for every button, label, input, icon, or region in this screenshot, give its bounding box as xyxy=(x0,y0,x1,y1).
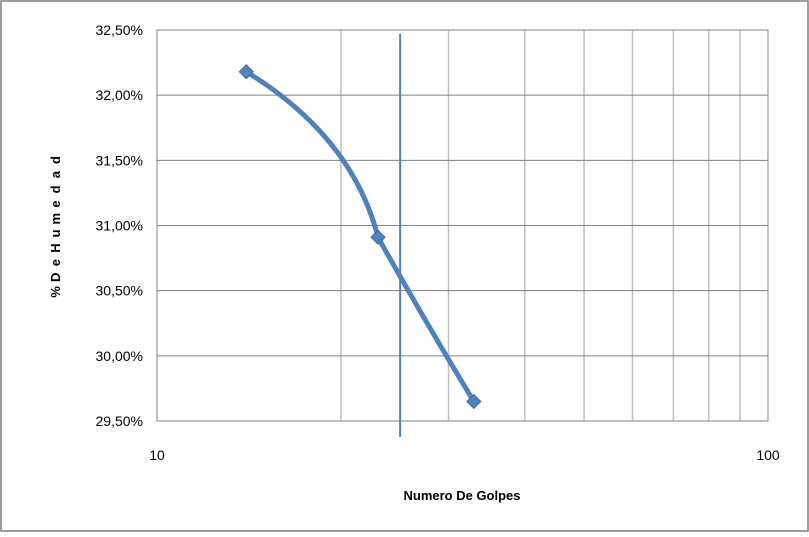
y-axis-title-glyph: H xyxy=(48,243,63,252)
grid xyxy=(157,29,768,422)
y-tick-label: 29,50% xyxy=(96,413,143,429)
y-axis-title-glyph: d xyxy=(48,156,63,164)
tick-labels: 29,50% 30,00% 30,50% 31,00% 31,50% 32,00% 32,5… xyxy=(96,22,780,463)
y-tick-label: 32,50% xyxy=(96,22,143,38)
y-axis-title-glyph: d xyxy=(48,185,63,193)
data-point-marker xyxy=(370,229,386,245)
y-tick-label: 30,50% xyxy=(96,283,143,299)
y-tick-label: 32,00% xyxy=(96,87,143,103)
y-axis-title-glyph: % xyxy=(48,286,63,298)
y-tick-label: 30,00% xyxy=(96,348,143,364)
y-tick-label: 31,00% xyxy=(96,218,143,234)
data-point-marker xyxy=(466,393,482,410)
data-point-marker xyxy=(238,63,254,80)
y-axis-title-glyph: m xyxy=(48,213,63,225)
y-axis-title-glyph: u xyxy=(48,229,63,237)
y-tick-label: 31,50% xyxy=(96,152,143,168)
y-axis-title-glyph: e xyxy=(48,259,63,266)
y-axis-title-glyph: a xyxy=(48,170,63,178)
y-axis-title-glyph: D xyxy=(48,273,63,282)
y-axis-title-glyph: e xyxy=(48,200,63,207)
x-axis-title: Numero De Golpes xyxy=(403,488,520,503)
x-tick-label: 10 xyxy=(149,447,165,463)
series-layer xyxy=(238,34,482,437)
plot-area-frame xyxy=(156,29,769,422)
x-tick-label: 100 xyxy=(756,447,780,463)
